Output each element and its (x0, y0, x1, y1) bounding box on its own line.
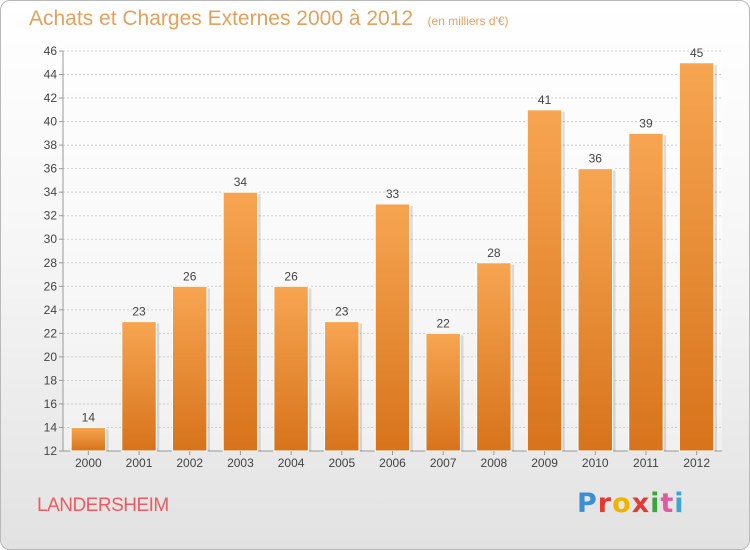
bar-2011 (628, 132, 664, 452)
data-label: 33 (386, 187, 400, 201)
y-tick-label: 30 (44, 232, 58, 246)
x-tick-label: 2008 (481, 456, 508, 470)
y-tick-label: 16 (44, 397, 58, 411)
bar-2012 (678, 62, 715, 452)
bar-2010 (577, 168, 614, 452)
y-tick-label: 28 (44, 256, 58, 270)
y-tick-label: 32 (44, 209, 58, 223)
y-tick-label: 42 (44, 91, 58, 105)
data-label: 23 (132, 305, 146, 319)
data-label: 26 (183, 269, 197, 283)
data-label: 23 (335, 305, 349, 319)
x-tick-label: 2004 (278, 456, 305, 470)
x-tick-label: 2012 (683, 456, 710, 470)
bar-2002 (171, 285, 208, 452)
y-tick-label: 44 (44, 68, 58, 82)
data-label: 39 (639, 116, 653, 130)
x-tick-label: 2006 (379, 456, 406, 470)
y-tick-label: 22 (44, 326, 58, 340)
chart-unit-subtitle: (en milliers d'€) (427, 14, 509, 28)
data-label: 36 (589, 152, 603, 166)
bar-2000 (70, 426, 107, 452)
y-tick-label: 12 (44, 444, 58, 458)
bar-2009 (526, 109, 563, 452)
y-tick-label: 40 (44, 115, 58, 129)
chart-title: Achats et Charges Externes 2000 à 2012 (… (29, 7, 509, 31)
y-tick-label: 38 (44, 138, 58, 152)
x-tick-label: 2005 (328, 456, 355, 470)
data-label: 41 (538, 93, 552, 107)
y-tick-label: 20 (44, 350, 58, 364)
bar-2005 (324, 321, 360, 452)
x-tick-label: 2002 (176, 456, 203, 470)
bar-2008 (476, 262, 512, 452)
bar-2003 (222, 191, 259, 452)
place-name: LANDERSHEIM (37, 495, 169, 516)
y-tick-label: 14 (44, 420, 58, 434)
x-tick-label: 2010 (582, 456, 609, 470)
x-tick-label: 2000 (75, 456, 102, 470)
proxiti-logo: Proxiti (577, 488, 685, 519)
data-label: 14 (82, 410, 96, 424)
data-label: 22 (437, 316, 451, 330)
data-label: 28 (487, 246, 501, 260)
bar-2007 (425, 332, 461, 452)
x-tick-label: 2011 (633, 456, 659, 470)
chart-main-title: Achats et Charges Externes 2000 à 2012 (29, 7, 414, 30)
bar-2001 (121, 321, 157, 452)
x-tick-label: 2001 (126, 456, 153, 470)
x-tick-label: 2009 (531, 456, 558, 470)
data-label: 45 (690, 46, 704, 60)
bar-2004 (273, 285, 309, 452)
y-tick-label: 36 (44, 162, 58, 176)
y-tick-label: 24 (44, 303, 58, 317)
data-label: 34 (234, 175, 248, 189)
bar-2006 (374, 203, 411, 452)
y-tick-label: 46 (44, 44, 58, 58)
x-tick-label: 2003 (227, 456, 254, 470)
y-tick-label: 26 (44, 279, 58, 293)
data-label: 26 (284, 269, 298, 283)
y-tick-label: 34 (44, 185, 58, 199)
y-tick-label: 18 (44, 373, 58, 387)
x-tick-label: 2007 (430, 456, 457, 470)
